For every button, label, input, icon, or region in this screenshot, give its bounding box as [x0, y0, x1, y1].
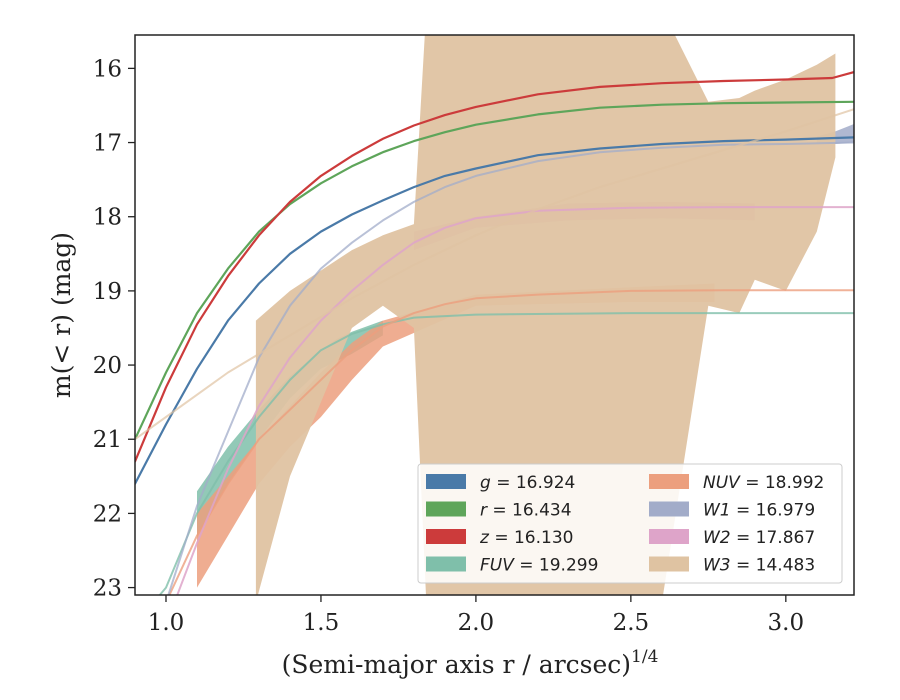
x-tick-label: 3.0 [768, 610, 805, 636]
x-tick-label: 1.0 [148, 610, 185, 636]
y-tick-label: 22 [93, 501, 122, 527]
legend-label-r: r = 16.434 [480, 501, 572, 521]
series-line-w1 [167, 141, 854, 595]
series-line-g [135, 136, 854, 485]
x-axis-title: (Semi-major axis r / arcsec)1/4 [282, 647, 659, 679]
legend: g = 16.924 r = 16.434 z = 16.130 FUV = 19.2… [417, 463, 843, 584]
x-tick-label: 2.0 [458, 610, 495, 636]
legend-swatch-w1 [649, 501, 689, 517]
legend-label-z: z = 16.130 [479, 528, 573, 548]
legend-swatch-w2 [649, 529, 689, 544]
legend-label-w3: W3 = 14.483 [703, 556, 815, 576]
y-tick-label: 23 [93, 576, 122, 602]
series-line-w3 [135, 108, 854, 441]
legend-label-fuv: FUV = 19.299 [480, 556, 598, 576]
legend-swatch-nuv [649, 474, 689, 489]
series-line-nuv [168, 289, 854, 595]
legend-label-nuv: NUV = 18.992 [703, 473, 824, 493]
y-tick-label: 20 [93, 353, 122, 379]
legend-swatch-r [426, 501, 466, 517]
y-tick-label: 17 [93, 131, 122, 157]
series-line-w2 [176, 206, 854, 595]
legend-label-g: g = 16.924 [480, 473, 575, 493]
y-tick-label: 19 [93, 279, 122, 305]
plot-frame [134, 34, 855, 596]
x-axis-title-exponent: 1/4 [631, 647, 658, 667]
legend-swatch-g [426, 474, 466, 489]
y-tick-label: 21 [93, 427, 122, 453]
series-line-r [135, 100, 854, 441]
legend-swatch-fuv [426, 556, 466, 572]
y-tick-label: 18 [93, 205, 122, 231]
legend-swatch-w3 [649, 556, 689, 572]
band-w3 [255, 35, 836, 595]
x-tick-label: 1.5 [303, 610, 340, 636]
legend-label-w1: W1 = 16.979 [703, 501, 815, 521]
axis-ticks: 1.0 1.5 2.0 2.5 3.0 16 17 18 19 20 21 22 23 [93, 56, 804, 636]
x-tick-label: 2.5 [613, 610, 650, 636]
x-axis-title-text: (Semi-major axis r / arcsec) [282, 650, 631, 679]
y-axis-title: m(< r) (mag) [47, 232, 76, 398]
series-lines [135, 70, 854, 595]
series-line-z [135, 70, 854, 463]
legend-swatch-z [426, 529, 466, 544]
series-line-fuv [158, 312, 854, 595]
legend-box [417, 463, 843, 584]
legend-label-w2: W2 = 17.867 [703, 528, 815, 548]
y-tick-label: 16 [93, 56, 122, 82]
